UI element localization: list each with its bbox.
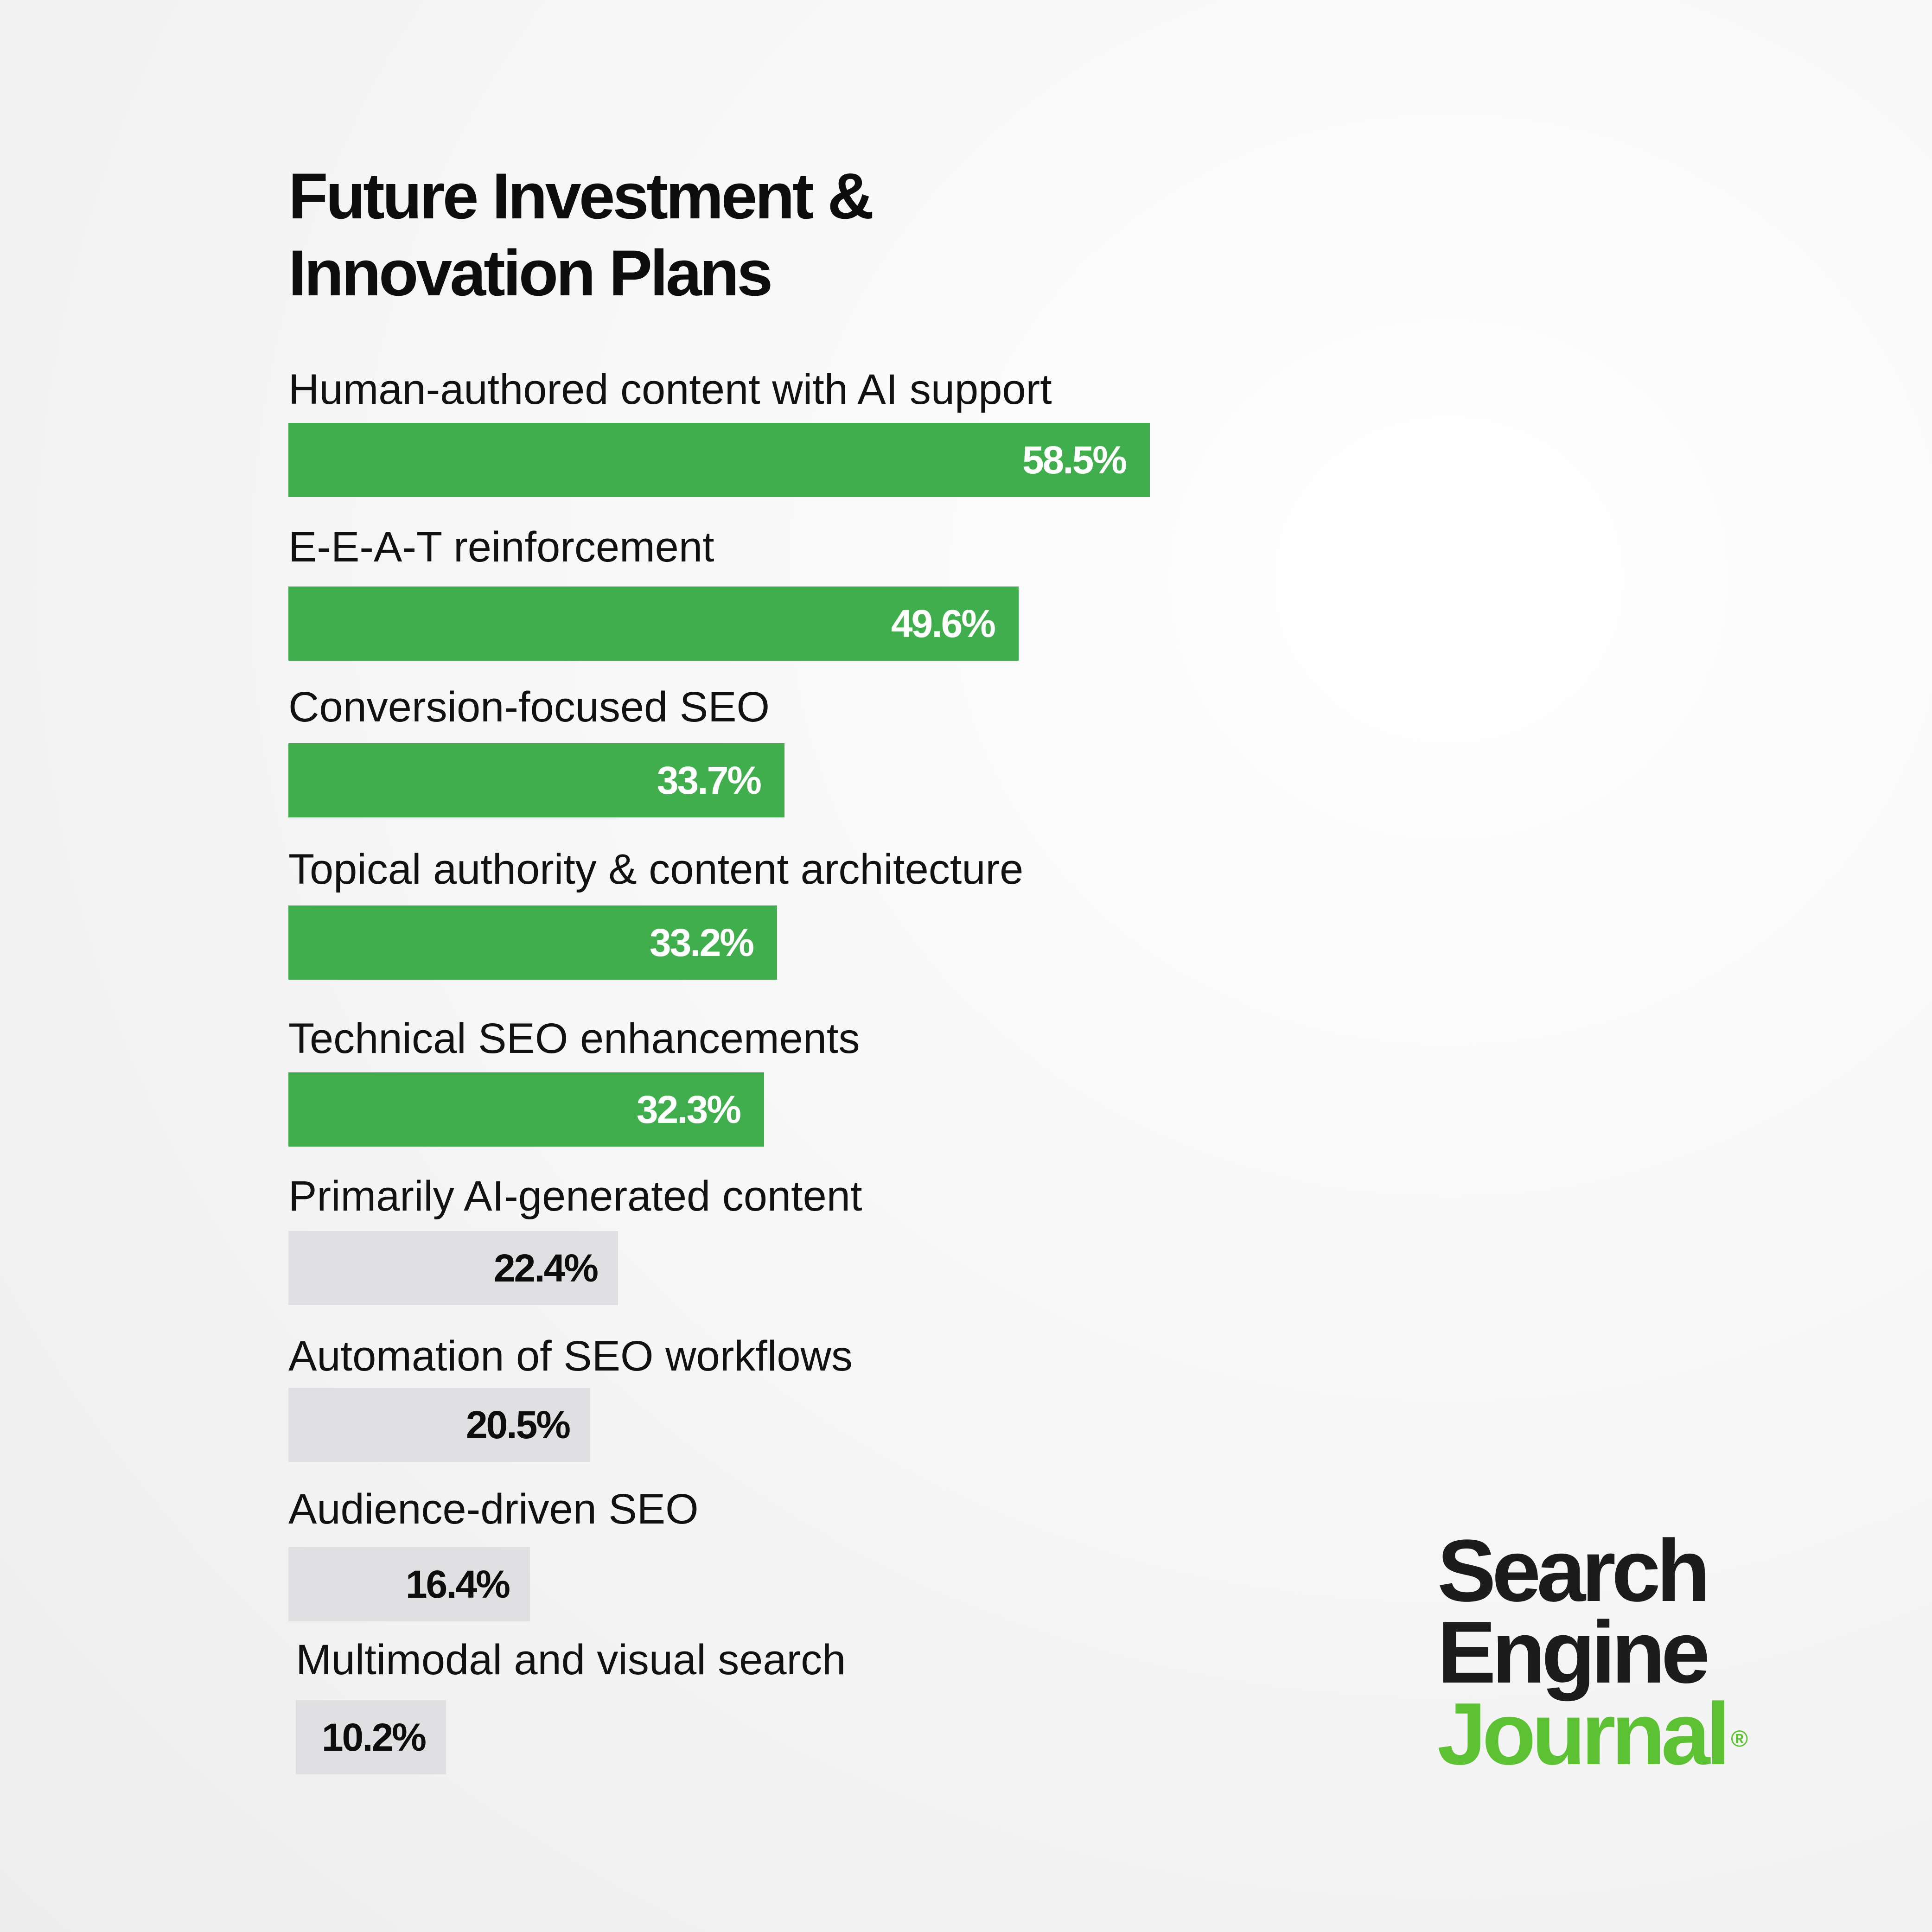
bar [288,905,777,980]
bar [296,1700,446,1774]
category-label: Audience-driven SEO [288,1486,699,1533]
bar [288,587,1019,661]
value-label: 58.5% [1022,438,1127,482]
logo-word-engine: Engine [1437,1603,1710,1702]
category-label: Primarily AI-generated content [288,1173,862,1220]
logo-word-search: Search [1437,1522,1710,1620]
value-label: 33.7% [657,759,762,802]
chart-title: Future Investment & Innovation Plans [288,159,874,309]
bar [288,1072,764,1147]
category-label: Multimodal and visual search [296,1636,846,1683]
logo-word-journal-text: Journal [1437,1685,1730,1783]
value-label: 32.3% [636,1088,741,1131]
category-label: Topical authority & content architecture [288,846,1024,893]
value-label: 33.2% [649,921,754,964]
value-label: 22.4% [493,1246,599,1290]
bar [288,743,784,817]
value-label: 49.6% [891,602,996,645]
bar [288,423,1150,497]
logo-word-journal: Journal ® [1437,1690,1855,1778]
category-label: Automation of SEO workflows [288,1333,853,1380]
registered-mark: ® [1731,1726,1748,1752]
category-label: Conversion-focused SEO [288,683,770,731]
value-label: 10.2% [321,1715,427,1759]
bar [288,1547,530,1621]
search-engine-journal-logo: Search Engine Journal ® [1437,1522,1855,1778]
category-label: E-E-A-T reinforcement [288,523,714,571]
bar [288,1231,618,1305]
value-label: 16.4% [405,1562,510,1606]
category-label: Technical SEO enhancements [288,1015,860,1062]
category-label: Human-authored content with AI support [288,366,1052,413]
bar [288,1388,590,1462]
value-label: 20.5% [465,1403,571,1447]
